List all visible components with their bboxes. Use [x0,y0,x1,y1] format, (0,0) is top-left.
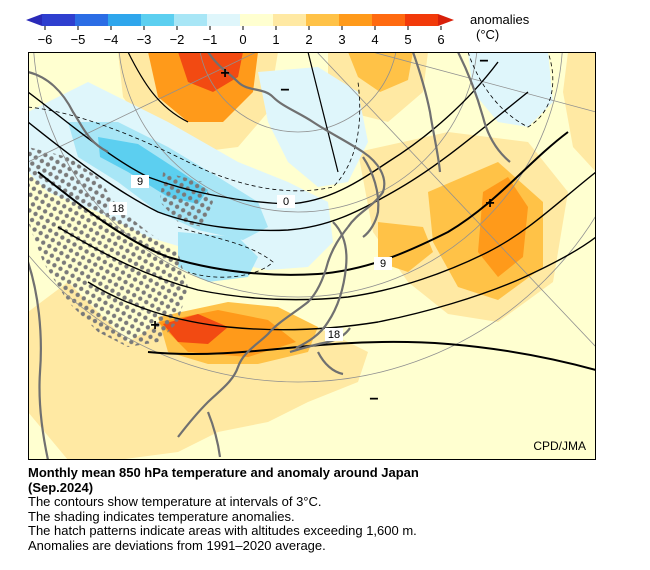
colorbar-swatch [306,14,339,26]
positive-extreme-marker: + [220,65,229,82]
caption-period: (Sep.2024) [28,479,94,495]
coastlines [28,52,511,460]
legend-unit: (°C) [476,27,499,42]
colorbar-tick-label: 2 [305,32,312,47]
colorbar-swatch [273,14,306,26]
colorbar-right-arrow [438,14,454,26]
colorbar-swatch [207,14,240,26]
contour-label-background [277,195,295,208]
contour-label: 9 [380,258,386,270]
colorbar-tick-label: −1 [203,32,218,47]
map-graticule [28,52,596,383]
map-credit: CPD/JMA [533,439,586,453]
contour-label-background [374,257,392,270]
legend-title: anomalies [470,12,530,27]
contour-value-labels: 9 18 0 9 18 [109,175,392,341]
negative-extreme-marker: − [280,82,289,99]
negative-extreme-marker: − [369,391,378,408]
high-altitude-hatch [28,147,188,347]
contour-label: 18 [112,203,124,215]
colorbar-tick-label: 3 [338,32,345,47]
figure-caption: Monthly mean 850 hPa temperature and ano… [28,465,628,553]
map-frame [28,52,596,460]
positive-extreme-marker: + [485,195,494,212]
colorbar-swatch [42,14,75,26]
anomaly-zero-contours [28,52,554,278]
contour-label: 0 [283,196,289,208]
colorbar-tick-label: −4 [104,32,119,47]
anomaly-extreme-markers: + + + − − − [150,53,494,408]
colorbar-tick-label: −5 [71,32,86,47]
caption-line-hatch: The hatch patterns indicate areas with a… [28,523,417,538]
colorbar-swatch [372,14,405,26]
colorbar-swatch [108,14,141,26]
colorbar-swatch [405,14,438,26]
contour-label-background [325,328,343,341]
colorbar-tick-label: 6 [437,32,444,47]
colorbar-tick-label: 1 [272,32,279,47]
caption-line-baseline: Anomalies are deviations from 1991–2020 … [28,537,326,553]
colorbar-left-arrow [26,14,42,26]
colorbar-ticks: −6 −5 −4 −3 −2 −1 0 1 2 3 4 5 6 [38,26,445,47]
contour-label: 9 [137,176,143,188]
contour-label-background [131,175,149,188]
colorbar-swatch [339,14,372,26]
colorbar-tick-label: −3 [137,32,152,47]
contour-label: 18 [328,329,340,341]
contour-label-background [109,202,127,215]
colorbar-swatch [75,14,108,26]
negative-extreme-marker: − [479,53,488,70]
caption-title: Monthly mean 850 hPa temperature and ano… [28,465,419,480]
colorbar-swatch [240,14,273,26]
colorbar-swatch [141,14,174,26]
anomaly-map: 9 18 0 9 18 + + + − − − CPD/JMA [28,52,596,460]
colorbar-tick-label: 4 [371,32,378,47]
positive-extreme-marker: + [150,317,159,334]
colorbar-tick-label: 0 [239,32,246,47]
anomaly-colorbar: −6 −5 −4 −3 −2 −1 0 1 2 3 4 5 6 anomalies (°C) [26,12,530,47]
colorbar-swatches [42,14,438,26]
colorbar-swatch [174,14,207,26]
colorbar-tick-label: −2 [170,32,185,47]
colorbar-tick-label: −6 [38,32,53,47]
colorbar-tick-label: 5 [404,32,411,47]
caption-line-shading: The shading indicates temperature anomal… [28,508,295,524]
caption-line-contours: The contours show temperature at interva… [28,494,322,509]
